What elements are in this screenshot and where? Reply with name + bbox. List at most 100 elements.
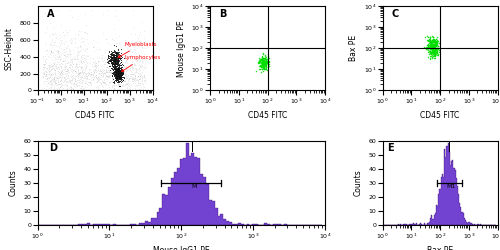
Point — [136, 87, 144, 91]
Point — [63, 69, 71, 73]
Point — [258, 57, 266, 61]
Point — [130, 81, 138, 85]
Point — [82, 76, 90, 80]
Point — [112, 75, 120, 79]
Point — [427, 44, 435, 48]
Point — [116, 79, 124, 83]
Point — [262, 61, 270, 65]
Point — [260, 57, 268, 61]
Point — [258, 57, 266, 61]
Point — [115, 74, 123, 78]
Point — [74, 71, 82, 75]
Point — [431, 51, 439, 55]
Point — [129, 26, 137, 30]
Point — [68, 61, 76, 65]
Point — [55, 45, 63, 49]
Point — [117, 68, 125, 72]
Point — [75, 84, 83, 88]
Point — [110, 54, 118, 58]
Point — [432, 48, 440, 52]
Point — [66, 54, 74, 58]
Point — [73, 62, 81, 66]
Point — [426, 56, 434, 60]
Point — [427, 51, 435, 55]
Point — [428, 35, 436, 39]
Point — [94, 59, 102, 63]
Point — [100, 69, 108, 73]
Point — [110, 70, 118, 74]
Point — [116, 69, 124, 73]
Point — [84, 53, 92, 57]
Point — [45, 65, 53, 69]
Point — [110, 54, 118, 58]
Point — [432, 43, 440, 47]
Point — [258, 60, 266, 64]
Point — [118, 73, 126, 77]
Point — [116, 72, 124, 76]
Point — [48, 64, 56, 68]
Point — [112, 61, 120, 65]
Point — [433, 51, 441, 55]
Point — [121, 80, 129, 84]
Point — [108, 37, 116, 41]
Point — [116, 72, 124, 76]
Point — [264, 60, 272, 64]
Point — [72, 76, 80, 80]
Point — [112, 58, 120, 62]
Point — [49, 60, 57, 64]
Point — [77, 59, 85, 63]
Point — [131, 50, 139, 54]
Point — [64, 69, 72, 73]
Point — [116, 76, 124, 80]
Point — [41, 79, 49, 83]
Point — [122, 69, 130, 73]
Point — [114, 72, 122, 76]
Point — [113, 75, 121, 79]
Point — [431, 56, 439, 60]
Point — [112, 70, 120, 74]
Point — [430, 46, 438, 50]
Point — [70, 69, 78, 73]
Point — [116, 57, 124, 61]
Point — [58, 47, 66, 51]
Point — [258, 62, 266, 66]
Point — [114, 68, 122, 72]
Point — [101, 76, 109, 80]
Point — [128, 65, 136, 69]
Point — [52, 80, 60, 84]
Point — [114, 71, 122, 75]
Point — [74, 84, 82, 88]
Point — [106, 62, 114, 66]
Point — [261, 57, 269, 61]
Point — [113, 78, 121, 82]
Point — [115, 74, 123, 78]
Point — [112, 76, 120, 80]
Point — [94, 78, 102, 82]
Point — [116, 75, 124, 79]
Point — [101, 82, 109, 86]
Point — [430, 49, 438, 53]
Point — [108, 53, 116, 57]
Point — [112, 56, 120, 60]
Point — [128, 74, 136, 78]
Point — [92, 73, 100, 77]
Y-axis label: SSC-Height: SSC-Height — [5, 27, 14, 70]
Point — [69, 51, 77, 55]
Point — [114, 67, 122, 71]
Point — [432, 43, 440, 47]
Point — [113, 72, 121, 76]
Point — [432, 50, 440, 54]
Point — [49, 72, 57, 76]
Point — [114, 68, 122, 72]
Point — [39, 70, 47, 74]
Point — [117, 71, 125, 75]
Point — [70, 68, 78, 72]
Point — [107, 70, 115, 74]
Point — [116, 62, 124, 66]
Point — [100, 31, 108, 35]
Point — [83, 46, 91, 50]
Point — [114, 69, 122, 73]
Point — [122, 67, 130, 71]
Point — [113, 54, 121, 58]
Point — [56, 43, 64, 47]
